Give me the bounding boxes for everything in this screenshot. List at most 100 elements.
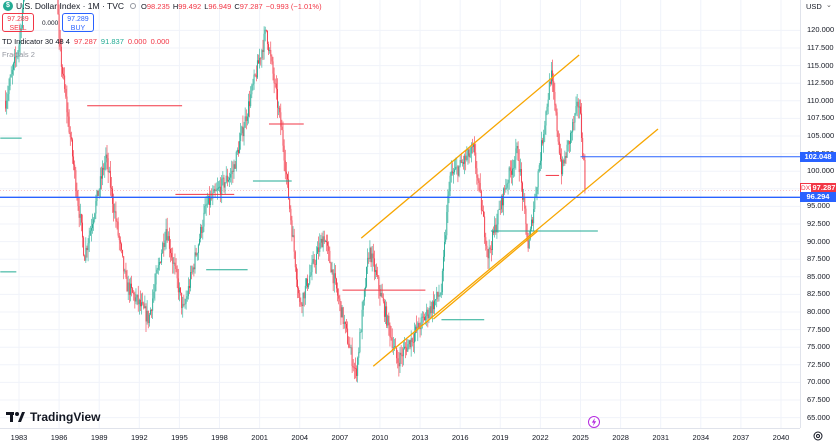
candle-body [152,298,154,311]
candle [449,172,451,196]
time-axis-label: 2019 [491,433,509,442]
candle [126,269,128,292]
candle [584,154,586,194]
candle-body [559,153,561,160]
candle [362,299,364,317]
candle-body [567,140,569,145]
candle [219,180,220,193]
candle [324,239,326,243]
candle-body [488,247,490,259]
candle-body [112,188,114,204]
candle [301,302,303,314]
price-axis-label: 72.500 [807,359,830,369]
candle-body [367,257,369,267]
tradingview-logo[interactable]: TradingView [6,410,100,424]
candle-body [529,228,531,239]
symbol-title[interactable]: U.S. Dollar Index · 1M · TVC [16,1,125,11]
candle [128,278,130,303]
fractals-legend[interactable]: Fractals 2 [2,50,35,59]
candle [381,283,383,298]
candle-body [143,303,145,309]
candle-body [532,219,534,224]
candle-body [132,288,134,293]
candle-body [320,238,322,243]
candle-body [581,113,583,138]
td-indicator-legend[interactable]: TD Indicator 30 48 4 97.287 91.837 0.000… [2,37,169,46]
candle [60,38,62,77]
candle [236,147,238,155]
price-chart[interactable] [0,0,800,428]
candle [422,311,424,323]
candle-body [365,286,366,290]
candle [367,248,369,274]
buy-button[interactable]: 97.289 BUY [62,13,94,32]
sell-button[interactable]: 97.289 SELL [2,13,34,32]
candle-body [173,262,175,264]
candle-body [97,190,99,196]
candle [359,328,361,354]
candle [123,255,125,280]
candle-body [484,216,486,238]
candle-body [312,259,314,263]
currency-selector[interactable]: USD [806,2,822,11]
candle-body [434,300,435,310]
candle-body [477,177,479,181]
candle [102,160,104,186]
candle [154,273,156,301]
candle-body [575,106,577,114]
candle [193,263,195,277]
candle-body [438,295,440,297]
candle [562,156,564,177]
candle-body [400,352,402,355]
candle-body [379,289,381,296]
candle-body [344,321,346,325]
candle [477,174,479,191]
candle [19,23,21,56]
chart-area[interactable] [0,0,800,428]
candle-body [476,168,478,178]
candle-body [459,160,461,166]
candle [451,162,453,176]
candle-body [360,331,362,333]
candle [318,236,320,260]
candle-body [138,299,140,305]
settings-gear-icon[interactable] [812,430,824,442]
candle [387,314,389,329]
candle-body [64,75,66,89]
candle [551,62,552,86]
candle [352,359,354,372]
candle-body [418,323,420,329]
price-axis[interactable]: 120.000 117.500 115.000 112.500 110.000 107.5… [800,0,836,428]
chevron-down-icon[interactable]: ⌄ [826,2,832,9]
candle-body [571,132,573,133]
candle-body [295,267,297,280]
candle-body [12,63,14,70]
candle-body [14,56,15,64]
candle-body [205,204,207,206]
candle-body [226,175,228,182]
candle-body [523,198,525,200]
candle [317,241,319,254]
candle [424,313,425,321]
candle [573,115,575,131]
candle-body [70,137,72,140]
candle-body [349,347,351,348]
candle-body [493,230,495,233]
candle-body [566,144,568,158]
price-axis-label: 82.500 [807,289,830,299]
candle [476,161,478,185]
candle-body [87,243,89,251]
candle [150,307,151,316]
candle [517,141,519,162]
candle-body [466,155,468,160]
candle-body [255,74,257,78]
time-axis[interactable]: 1983 1986 1989 1992 1995 1998 2001 2004 2007 2010… [0,428,800,446]
candle-body [129,283,131,295]
channel-upper-line [360,54,580,239]
candle [148,313,150,327]
lightning-icon[interactable] [588,416,600,428]
candle-body [106,154,108,159]
candle-body [528,238,530,249]
candle [446,204,448,240]
candle [289,197,291,213]
